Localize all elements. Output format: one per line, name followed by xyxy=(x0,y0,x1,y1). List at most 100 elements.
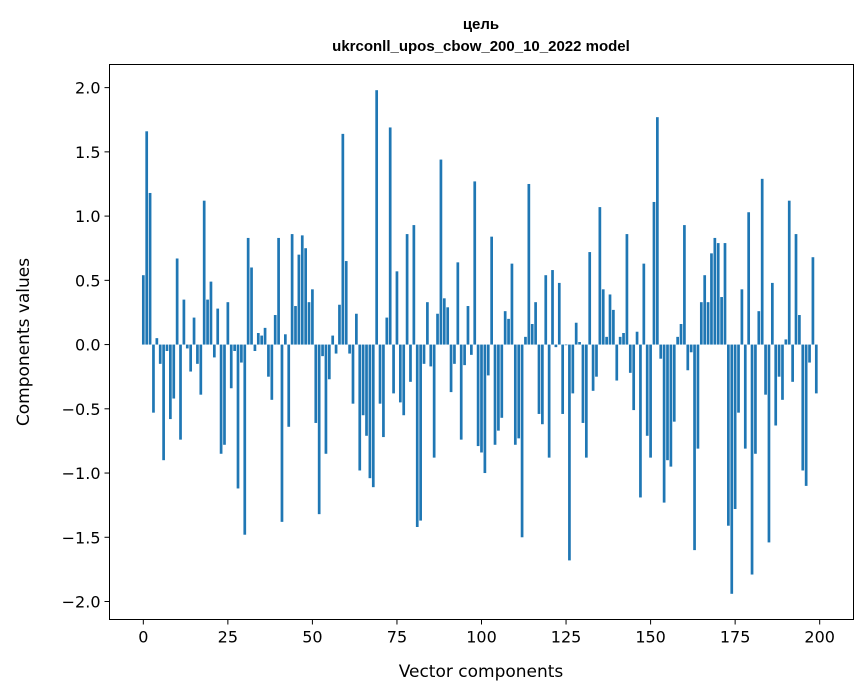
bar xyxy=(273,315,277,345)
bar xyxy=(189,344,193,372)
bar xyxy=(212,344,216,358)
bar xyxy=(500,344,504,418)
bar xyxy=(510,263,514,345)
y-axis-label: Components values xyxy=(14,258,34,426)
bar xyxy=(811,257,815,345)
bar xyxy=(236,344,240,489)
bar xyxy=(375,90,379,345)
bar xyxy=(419,344,422,521)
bar xyxy=(706,302,710,345)
bar xyxy=(764,344,767,395)
bar xyxy=(686,344,690,371)
bar xyxy=(581,344,585,423)
bar xyxy=(148,192,152,345)
bar xyxy=(442,298,446,345)
bar xyxy=(199,344,203,395)
bar xyxy=(689,344,693,353)
x-tick-label: 200 xyxy=(804,628,835,647)
bar xyxy=(202,200,206,345)
bar xyxy=(287,344,291,427)
x-tick-label: 125 xyxy=(551,628,582,647)
bar xyxy=(557,282,561,345)
bar xyxy=(361,344,365,416)
bar xyxy=(770,282,774,345)
bar xyxy=(591,344,595,391)
bar xyxy=(727,344,730,526)
y-tick-label: 1.0 xyxy=(75,207,100,226)
chart-title: цель xyxy=(463,16,499,33)
bar xyxy=(733,344,737,510)
bar xyxy=(446,307,450,345)
bar xyxy=(571,344,575,394)
bar xyxy=(635,331,639,345)
bar xyxy=(270,344,274,400)
bar xyxy=(439,159,443,345)
bar xyxy=(209,281,213,345)
bar xyxy=(246,237,250,345)
bar xyxy=(767,344,771,543)
bar xyxy=(243,344,247,535)
bar xyxy=(405,234,409,345)
bar xyxy=(612,309,615,345)
y-tick-label: −2.0 xyxy=(62,593,101,612)
bar xyxy=(233,344,236,351)
bar xyxy=(754,344,757,454)
bar xyxy=(466,306,470,345)
bar xyxy=(801,344,805,471)
bar xyxy=(327,344,331,380)
bar xyxy=(297,254,301,345)
bar xyxy=(710,253,713,345)
y-tick-label: 0.5 xyxy=(75,271,100,290)
bar xyxy=(798,315,801,345)
bar xyxy=(382,344,385,438)
bar xyxy=(317,344,321,515)
bar xyxy=(699,302,703,345)
bar xyxy=(415,344,419,527)
bar xyxy=(338,304,341,345)
bar xyxy=(456,262,460,345)
x-axis-ticks: 0 25 50 75 100 125 150 175 200 xyxy=(138,619,835,647)
x-tick-label: 150 xyxy=(635,628,666,647)
bar xyxy=(808,344,811,363)
bar xyxy=(578,342,581,345)
bar xyxy=(162,344,165,461)
bar xyxy=(344,261,348,345)
bar xyxy=(422,344,426,364)
bar xyxy=(716,243,720,345)
bar xyxy=(192,317,196,345)
bar xyxy=(493,344,497,445)
bar xyxy=(182,299,186,345)
bar xyxy=(503,311,507,345)
bar xyxy=(432,344,436,458)
bar xyxy=(334,344,338,354)
bar xyxy=(145,131,149,345)
bar xyxy=(152,344,155,413)
bar xyxy=(544,275,548,345)
bar xyxy=(290,234,294,345)
bar xyxy=(169,344,172,420)
bar xyxy=(388,127,392,345)
bar xyxy=(584,344,588,458)
bar xyxy=(398,344,402,403)
bar xyxy=(348,344,351,354)
bar xyxy=(473,181,477,345)
bar xyxy=(676,336,679,345)
bar xyxy=(787,200,791,345)
bar xyxy=(622,333,625,345)
bar xyxy=(683,225,686,345)
bar xyxy=(480,344,483,453)
bar xyxy=(551,270,554,345)
bar xyxy=(645,344,649,436)
bar xyxy=(378,344,382,404)
bar xyxy=(240,344,243,363)
bar xyxy=(185,344,189,349)
bar xyxy=(659,344,663,359)
bar xyxy=(280,344,284,522)
bar xyxy=(720,297,723,345)
x-tick-label: 75 xyxy=(387,628,407,647)
bar xyxy=(530,324,534,345)
bar xyxy=(165,344,169,351)
bar xyxy=(304,248,307,345)
bar xyxy=(507,318,510,345)
bar xyxy=(615,344,619,381)
